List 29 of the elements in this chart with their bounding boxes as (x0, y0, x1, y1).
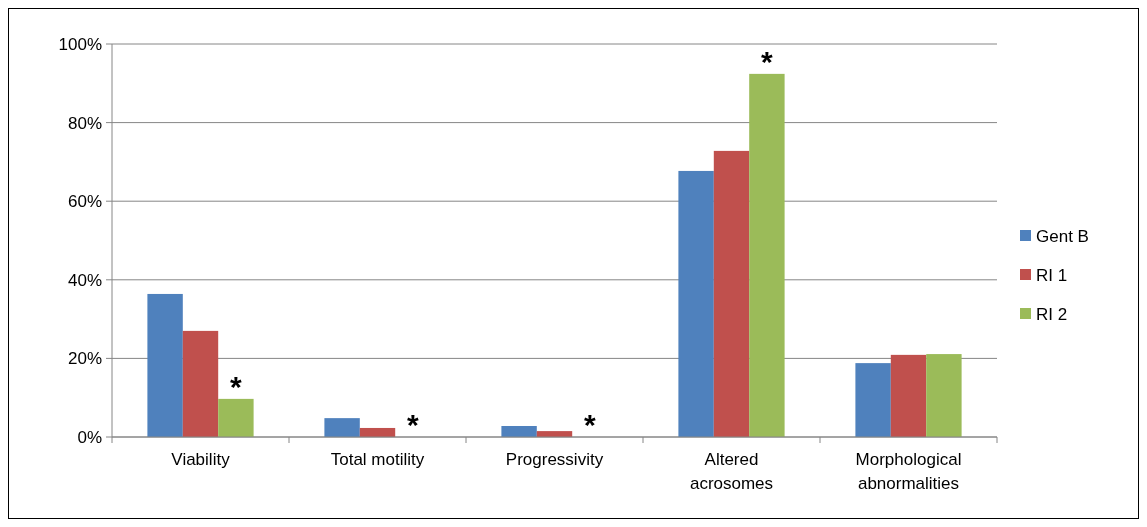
x-tick-label: Viability (171, 450, 231, 469)
y-tick-label: 0% (77, 427, 102, 447)
y-tick-label: 20% (67, 349, 102, 369)
bar (713, 150, 750, 437)
y-tick-label: 100% (58, 34, 102, 54)
bar (678, 170, 714, 437)
bar (324, 418, 360, 437)
legend-label: RI 2 (1036, 304, 1068, 324)
y-tick-label: 40% (67, 270, 102, 290)
bar (855, 363, 891, 437)
annotation: * (407, 408, 420, 441)
bar (147, 293, 183, 437)
bar (926, 354, 962, 437)
bar (749, 73, 785, 437)
x-tick-label: Total motility (330, 450, 425, 469)
annotation: * (230, 369, 243, 403)
x-tick-label: Progressivity (505, 450, 604, 469)
bar (218, 398, 254, 437)
bar (890, 354, 927, 437)
legend-label: RI 1 (1036, 265, 1068, 285)
bar (501, 426, 537, 437)
y-tick-label: 60% (67, 192, 102, 212)
y-tick-label: 80% (67, 113, 102, 133)
annotation: * (761, 44, 774, 78)
legend-label: Gent B (1036, 226, 1089, 246)
bar (182, 330, 219, 437)
x-tick-label: Morphological abnormalities (855, 450, 962, 493)
x-tick-label: Altered acrosomes (689, 450, 774, 493)
annotation: * (584, 408, 597, 441)
